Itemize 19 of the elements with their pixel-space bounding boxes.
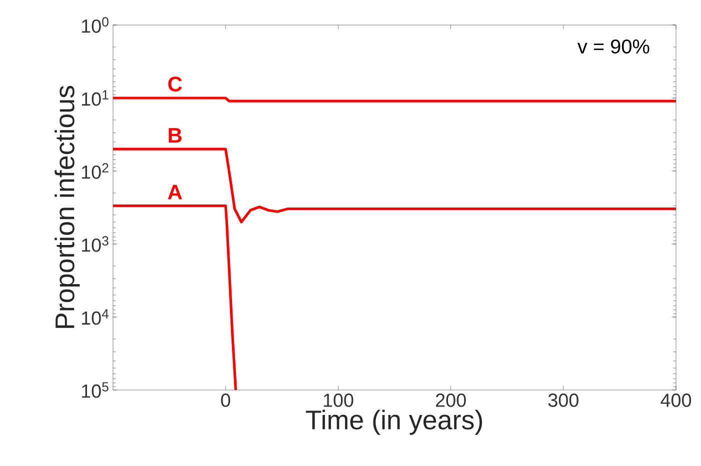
x-tick-label: 300 [548, 394, 578, 407]
y-tick-label: 10$^{2}$ [82, 163, 108, 179]
series-label: A [168, 184, 182, 200]
y-tick-label: 10$^{4}$ [82, 309, 109, 325]
annotation: v = 90% [577, 39, 650, 54]
y-tick-label: 10$^{5}$ [82, 382, 108, 398]
x-tick-label: 200 [436, 394, 466, 407]
series-label: C [168, 76, 182, 92]
y-tick-label: 10$^{3}$ [82, 236, 108, 252]
x-tick-label: 100 [324, 394, 354, 407]
x-axis-title: Time (in years) [306, 410, 482, 435]
x-tick-label: 400 [660, 394, 692, 407]
y-tick-label: 10$^{0}$ [82, 17, 108, 33]
line-series [113, 204, 238, 390]
line-series [113, 148, 676, 224]
y-axis-title: Proportion infectious [54, 86, 80, 328]
y-tick-label: 10$^{1}$ [82, 90, 108, 106]
x-tick-label: 0 [221, 394, 230, 407]
series-label: B [168, 128, 182, 143]
